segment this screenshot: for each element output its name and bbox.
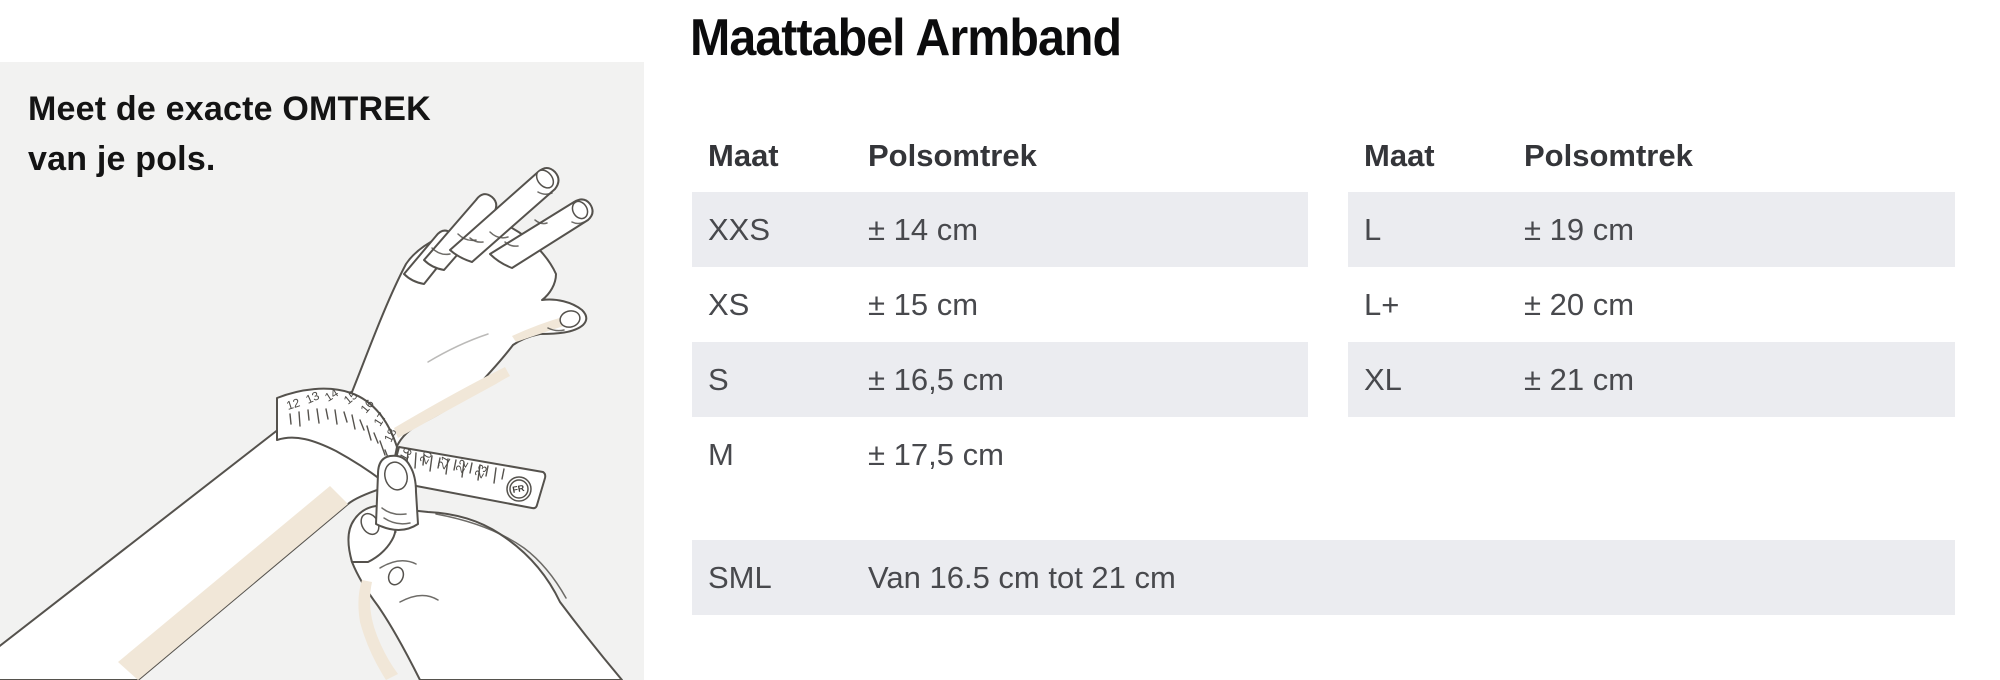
instruction-text: Meet de exacte OMTREK van je pols. <box>28 84 431 184</box>
middle-finger <box>449 167 560 263</box>
wrist-measurement-illustration: 12 13 14 15 16 17 18 19 20 21 22 23 FR <box>0 167 623 680</box>
column-header-circumference: Polsomtrek <box>1524 138 1693 173</box>
size-label: XL <box>1364 361 1402 397</box>
svg-text:18: 18 <box>381 426 400 444</box>
svg-text:13: 13 <box>304 388 322 406</box>
ring-finger <box>423 193 498 271</box>
index-finger <box>489 198 594 269</box>
size-label: S <box>708 361 729 397</box>
middle-fingernail <box>535 169 555 189</box>
curled-fingernail <box>387 566 405 586</box>
svg-text:12: 12 <box>285 395 302 413</box>
tape-end-ticks <box>406 451 505 484</box>
size-label: XXS <box>708 211 771 247</box>
column-header-size: Maat <box>1364 138 1435 173</box>
thumb-nail <box>559 310 581 328</box>
size-value: ± 16,5 cm <box>868 361 1004 397</box>
svg-text:21: 21 <box>434 453 453 472</box>
instruction-line: Meet de exacte OMTREK <box>28 90 431 128</box>
size-table-right: Maat Polsomtrek L ± 19 cm L+ ± 20 cm XL … <box>1348 120 1955 417</box>
instruction-line: van je pols. <box>28 140 216 178</box>
size-row-xl: XL ± 21 cm <box>1348 342 1955 417</box>
size-row-l: L ± 19 cm <box>1348 192 1955 267</box>
thumb-web-shadow <box>512 316 570 342</box>
column-header-circumference: Polsomtrek <box>868 138 1037 173</box>
size-row-l-plus: L+ ± 20 cm <box>1348 267 1955 342</box>
wrist-shadow <box>394 367 510 438</box>
size-label: SML <box>708 559 772 595</box>
size-value: ± 15 cm <box>868 286 979 322</box>
size-label: M <box>708 436 734 472</box>
size-row-m: M ± 17,5 cm <box>692 417 1308 492</box>
svg-text:20: 20 <box>416 448 435 467</box>
size-value: ± 14 cm <box>868 211 979 247</box>
table-header-row: Maat Polsomtrek <box>692 120 1308 192</box>
size-label: L+ <box>1364 286 1400 322</box>
size-label: XS <box>708 286 750 322</box>
size-value: ± 19 cm <box>1524 211 1635 247</box>
tape-band-ticks <box>289 408 395 473</box>
column-header-size: Maat <box>708 138 779 173</box>
arm-shadow <box>118 486 348 680</box>
size-row-sml: SML Van 16.5 cm tot 21 cm <box>692 540 1955 615</box>
size-row-s: S ± 16,5 cm <box>692 342 1308 417</box>
tape-end <box>389 446 547 510</box>
measurement-instruction-panel: 12 13 14 15 16 17 18 19 20 21 22 23 FR <box>0 62 644 680</box>
size-label: L <box>1364 211 1382 247</box>
holding-hand-shadow <box>358 580 398 680</box>
size-row-xxs: XXS ± 14 cm <box>692 192 1308 267</box>
size-value: ± 17,5 cm <box>868 436 1004 472</box>
tape-band <box>276 387 398 487</box>
size-value: ± 20 cm <box>1524 286 1635 322</box>
holding-hand-contour <box>435 513 567 599</box>
page-title: Maattabel Armband <box>690 9 1122 67</box>
pinch-index-nail <box>384 461 408 491</box>
size-table-left: Maat Polsomtrek XXS ± 14 cm XS ± 15 cm S… <box>692 120 1308 492</box>
svg-text:22: 22 <box>452 457 471 476</box>
tape-logo-monogram: FR <box>512 483 526 495</box>
table-header-row: Maat Polsomtrek <box>1348 120 1955 192</box>
size-value: ± 21 cm <box>1524 361 1635 397</box>
size-value: Van 16.5 cm tot 21 cm <box>868 559 1176 595</box>
index-fingernail <box>571 200 589 220</box>
svg-text:23: 23 <box>471 462 490 481</box>
size-row-xs: XS ± 15 cm <box>692 267 1308 342</box>
